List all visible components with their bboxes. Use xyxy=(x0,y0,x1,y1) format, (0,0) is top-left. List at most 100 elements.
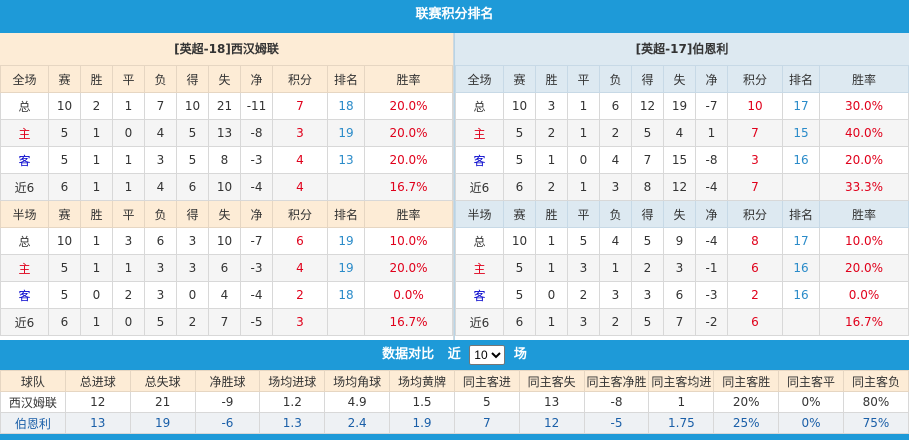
column-header: 平 xyxy=(112,65,145,93)
table-cell: -3 xyxy=(240,146,273,174)
table-cell: 1.75 xyxy=(648,412,715,434)
table-cell: 5 xyxy=(48,146,81,174)
table-cell: 19 xyxy=(129,412,196,434)
table-cell: 4 xyxy=(663,119,696,147)
table-cell: 2 xyxy=(727,281,783,309)
table-cell: 6 xyxy=(503,173,536,201)
table-cell: 20.0% xyxy=(364,92,453,120)
table-cell: 2 xyxy=(631,254,664,282)
table-cell: -6 xyxy=(194,412,261,434)
table-cell: 1 xyxy=(80,254,113,282)
home-team-panel: [英超-18]西汉姆联 全场赛胜平负得失净积分 排名 胜率总 10 2 1 7 10 21 -11… xyxy=(0,33,454,340)
table-cell: 主 xyxy=(0,119,49,147)
column-header: 胜率 xyxy=(819,200,909,228)
table-cell: 3 xyxy=(599,173,632,201)
column-header: 失 xyxy=(663,65,696,93)
column-header: 球队 xyxy=(0,370,66,392)
table-cell: 1 xyxy=(535,227,568,255)
column-header: 同主客负 xyxy=(842,370,909,392)
column-header: 积分 xyxy=(272,200,328,228)
column-header: 积分 xyxy=(727,200,783,228)
table-row: 总 10 2 1 7 10 21 -11 7 18 20.0% xyxy=(0,92,453,120)
table-cell: 6 xyxy=(663,281,696,309)
table-row: 客 5 1 1 3 5 8 -3 4 13 20.0% xyxy=(0,146,453,174)
column-header: 同主客均进 xyxy=(648,370,715,392)
table-cell: 3 xyxy=(663,254,696,282)
table-cell: 33.3% xyxy=(819,173,909,201)
table-cell: 10 xyxy=(503,92,536,120)
table-cell: -1 xyxy=(695,254,728,282)
table-cell: 5 xyxy=(144,308,177,336)
column-header: 同主客失 xyxy=(518,370,585,392)
table-cell: 15 xyxy=(663,146,696,174)
table-cell: 3 xyxy=(144,281,177,309)
table-cell: 5 xyxy=(567,227,600,255)
column-header: 负 xyxy=(599,200,632,228)
table-cell: 5 xyxy=(48,281,81,309)
table-row: 总 10 3 1 6 12 19 -7 10 17 30.0% xyxy=(455,92,909,120)
column-header: 积分 xyxy=(272,65,328,93)
table-cell: 近6 xyxy=(455,173,504,201)
column-header: 负 xyxy=(144,65,177,93)
header-row: 球队 总进球 总失球 净胜球 场均进球 场均角球 场均黄牌 同主客进 同主客失 同主客净胜 同主客均… xyxy=(0,370,909,392)
table-cell: -8 xyxy=(583,391,650,413)
table-cell: 17 xyxy=(782,92,820,120)
recent-suffix: 场 xyxy=(513,347,527,362)
table-cell: 5 xyxy=(503,281,536,309)
column-header: 平 xyxy=(567,65,600,93)
table-cell: 3 xyxy=(112,227,145,255)
table-cell: 7 xyxy=(272,92,328,120)
table-cell: 7 xyxy=(663,308,696,336)
table-cell: 5 xyxy=(631,119,664,147)
table-cell: 3 xyxy=(272,119,328,147)
column-header: 净 xyxy=(695,65,728,93)
column-header: 排名 xyxy=(782,200,820,228)
table-cell: 13 xyxy=(64,412,131,434)
column-header: 半场 xyxy=(455,200,504,228)
table-cell: 75% xyxy=(842,412,909,434)
table-cell: 4 xyxy=(144,173,177,201)
table-row: 总 10 1 3 6 3 10 -7 6 19 10.0% xyxy=(0,227,453,255)
recent-count-select[interactable]: 10 xyxy=(469,344,506,365)
table-cell: 7 xyxy=(631,146,664,174)
table-cell xyxy=(782,173,820,201)
compare-bar: 数据对比 近 10 场 xyxy=(0,340,909,370)
column-header: 负 xyxy=(599,65,632,93)
table-cell: 3 xyxy=(176,254,209,282)
table-cell: -7 xyxy=(695,92,728,120)
table-cell: 3 xyxy=(272,308,328,336)
table-cell: 1 xyxy=(648,391,715,413)
table-cell: 15 xyxy=(782,119,820,147)
compare-table: 球队 总进球 总失球 净胜球 场均进球 场均角球 场均黄牌 同主客进 同主客失 同主客净胜 同主客均… xyxy=(0,370,909,434)
table-cell: 19 xyxy=(327,254,365,282)
table-cell: 1.3 xyxy=(259,412,326,434)
table-cell: 3 xyxy=(567,308,600,336)
table-cell: 6 xyxy=(48,308,81,336)
table-cell xyxy=(327,308,365,336)
table-cell: 40.0% xyxy=(819,119,909,147)
table-cell: -5 xyxy=(240,308,273,336)
table-cell: 5 xyxy=(48,119,81,147)
table-cell: 2 xyxy=(535,173,568,201)
table-cell: 12 xyxy=(518,412,585,434)
compare-label: 数据对比 xyxy=(382,347,435,362)
table-cell: 5 xyxy=(176,119,209,147)
table-cell: 1 xyxy=(112,254,145,282)
table-cell: 客 xyxy=(455,281,504,309)
column-header: 负 xyxy=(144,200,177,228)
column-header: 全场 xyxy=(455,65,504,93)
table-cell: 0.0% xyxy=(819,281,909,309)
column-header: 排名 xyxy=(327,65,365,93)
table-cell: 近6 xyxy=(0,308,49,336)
standings-title: 联赛积分排名 xyxy=(0,0,909,33)
column-header: 赛 xyxy=(48,200,81,228)
table-cell: 0 xyxy=(176,281,209,309)
table-cell: 10 xyxy=(176,92,209,120)
table-cell: 5 xyxy=(48,254,81,282)
table-cell: 主 xyxy=(0,254,49,282)
table-row: 近6 6 1 3 2 5 7 -2 6 16.7% xyxy=(455,308,909,336)
table-cell: 10 xyxy=(48,92,81,120)
table-cell: 18 xyxy=(327,281,365,309)
table-cell: 6 xyxy=(176,173,209,201)
table-row: 伯恩利 13 19 -6 1.3 2.4 1.9 7 12 -5 1.75 25% 0% 75% xyxy=(0,412,909,434)
